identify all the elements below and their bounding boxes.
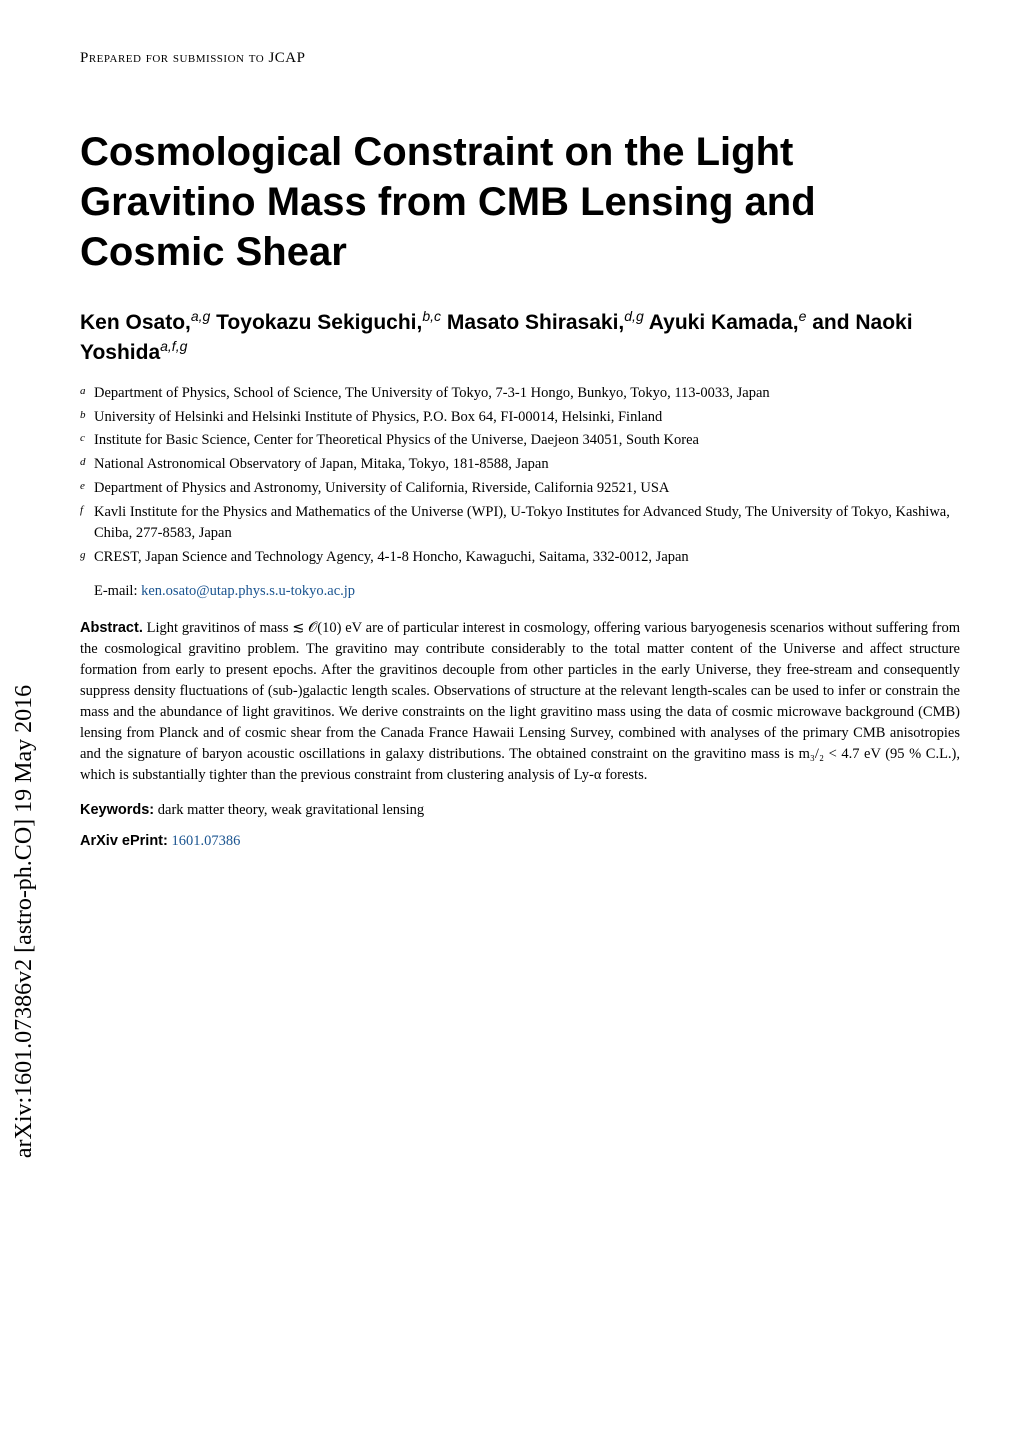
arxiv-eprint-link[interactable]: 1601.07386: [171, 833, 240, 849]
keywords: Keywords: dark matter theory, weak gravi…: [80, 802, 960, 819]
affiliation-text: Department of Physics and Astronomy, Uni…: [94, 478, 669, 500]
keywords-text: dark matter theory, weak gravitational l…: [154, 802, 424, 818]
arxiv-identifier: arXiv:1601.07386v2 [astro-ph.CO] 19 May …: [12, 684, 39, 1157]
paper-title: Cosmological Constraint on the Light Gra…: [80, 127, 960, 277]
email-line: E-mail: ken.osato@utap.phys.s.u-tokyo.ac…: [94, 583, 960, 600]
affiliations: aDepartment of Physics, School of Scienc…: [80, 383, 960, 569]
affiliation-sup: d: [80, 454, 92, 476]
affiliation-item: bUniversity of Helsinki and Helsinki Ins…: [80, 407, 960, 429]
affiliation-item: aDepartment of Physics, School of Scienc…: [80, 383, 960, 405]
affiliation-text: University of Helsinki and Helsinki Inst…: [94, 407, 662, 429]
arxiv-eprint: ArXiv ePrint: 1601.07386: [80, 833, 960, 850]
affiliation-sup: a: [80, 383, 92, 405]
prepared-line: Prepared for submission to JCAP: [80, 50, 960, 67]
email-link[interactable]: ken.osato@utap.phys.s.u-tokyo.ac.jp: [141, 583, 355, 599]
affiliation-text: National Astronomical Observatory of Jap…: [94, 454, 549, 476]
affiliation-item: eDepartment of Physics and Astronomy, Un…: [80, 478, 960, 500]
affiliation-item: dNational Astronomical Observatory of Ja…: [80, 454, 960, 476]
affiliation-item: cInstitute for Basic Science, Center for…: [80, 430, 960, 452]
affiliation-sup: e: [80, 478, 92, 500]
abstract: Abstract. Light gravitinos of mass ≲ 𝒪(1…: [80, 618, 960, 786]
abstract-label: Abstract.: [80, 620, 143, 636]
affiliation-text: CREST, Japan Science and Technology Agen…: [94, 547, 689, 569]
keywords-label: Keywords:: [80, 802, 154, 818]
affiliation-sup: b: [80, 407, 92, 429]
affiliation-text: Kavli Institute for the Physics and Math…: [94, 502, 960, 546]
affiliation-item: gCREST, Japan Science and Technology Age…: [80, 547, 960, 569]
affiliation-sup: f: [80, 502, 92, 546]
arxiv-eprint-label: ArXiv ePrint:: [80, 833, 168, 849]
affiliation-sup: g: [80, 547, 92, 569]
affiliation-text: Department of Physics, School of Science…: [94, 383, 770, 405]
authors: Ken Osato,a,g Toyokazu Sekiguchi,b,c Mas…: [80, 307, 960, 368]
abstract-text: Light gravitinos of mass ≲ 𝒪(10) eV are …: [80, 620, 960, 783]
main-content: Prepared for submission to JCAP Cosmolog…: [50, 0, 1020, 1442]
email-label: E-mail:: [94, 583, 141, 599]
affiliation-item: fKavli Institute for the Physics and Mat…: [80, 502, 960, 546]
arxiv-sidebar: arXiv:1601.07386v2 [astro-ph.CO] 19 May …: [0, 0, 50, 1442]
affiliation-text: Institute for Basic Science, Center for …: [94, 430, 699, 452]
affiliation-sup: c: [80, 430, 92, 452]
